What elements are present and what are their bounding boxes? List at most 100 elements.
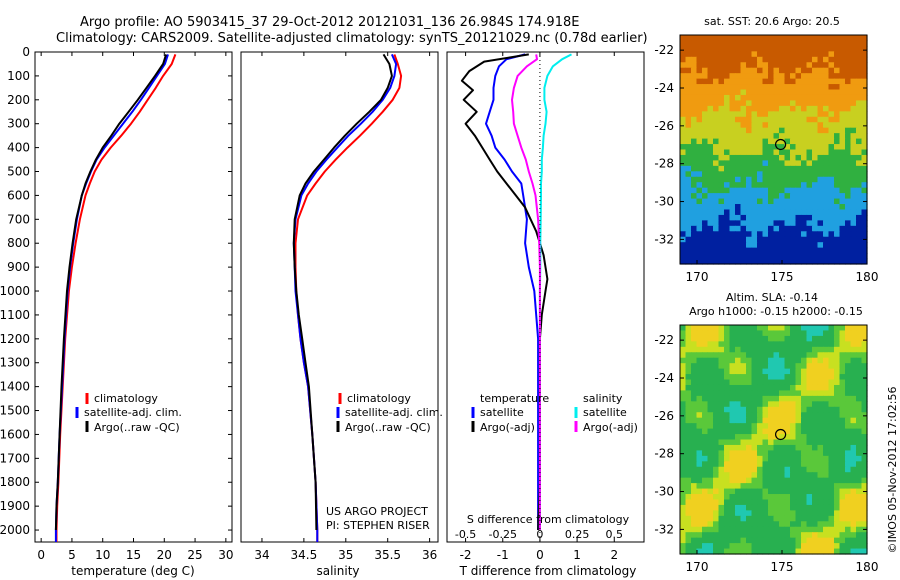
- map-cell: [680, 346, 687, 353]
- map-cell: [707, 417, 714, 424]
- map-cell: [795, 56, 802, 63]
- map-cell: [740, 214, 747, 221]
- x-tick-label: 34.5: [291, 548, 318, 562]
- map-cell: [817, 483, 824, 490]
- map-cell: [680, 220, 687, 227]
- map-cell: [856, 472, 863, 479]
- map-cell: [735, 220, 742, 227]
- map-cell: [784, 94, 791, 102]
- lat-tick-label: -30: [654, 485, 674, 499]
- map-cell: [685, 543, 692, 550]
- map-cell: [768, 62, 775, 69]
- map-cell: [757, 532, 764, 539]
- map-cell: [812, 133, 819, 140]
- map-cell: [691, 548, 698, 555]
- map-cell: [795, 417, 802, 424]
- map-cell: [795, 247, 802, 254]
- map-cell: [850, 455, 857, 462]
- map-cell: [784, 111, 791, 118]
- map-cell: [828, 94, 835, 102]
- map-cell: [845, 138, 852, 145]
- map-cell: [773, 204, 780, 211]
- map-cell: [801, 78, 808, 85]
- map-cell: [757, 521, 764, 528]
- map-cell: [817, 466, 824, 473]
- map-cell: [839, 363, 846, 370]
- map-cell: [768, 499, 775, 506]
- map-cell: [773, 100, 780, 107]
- map-cell: [845, 483, 852, 490]
- map-cell: [823, 466, 830, 473]
- map-cell: [861, 406, 868, 413]
- map-cell: [740, 149, 747, 156]
- map-cell: [729, 352, 736, 359]
- map-cell: [817, 242, 824, 249]
- map-cell: [828, 532, 835, 539]
- map-cell: [784, 390, 791, 397]
- map-cell: [691, 439, 698, 446]
- map-cell: [812, 73, 819, 80]
- map-cell: [724, 412, 731, 419]
- map-cell: [724, 176, 731, 183]
- map-cell: [718, 455, 725, 462]
- map-cell: [691, 236, 698, 243]
- map-cell: [839, 198, 846, 205]
- map-cell: [696, 133, 703, 140]
- map-cell: [828, 198, 835, 205]
- map-cell: [773, 548, 780, 555]
- map-cell: [751, 225, 758, 232]
- map-cell: [762, 204, 769, 211]
- map-cell: [795, 149, 802, 156]
- map-cell: [740, 423, 747, 430]
- map-cell: [685, 176, 692, 183]
- map-cell: [801, 494, 808, 501]
- map-cell: [729, 537, 736, 544]
- map-cell: [735, 434, 742, 441]
- map-cell: [856, 499, 863, 506]
- map-cell: [685, 78, 692, 85]
- map-cell: [812, 67, 819, 74]
- map-cell: [707, 412, 714, 419]
- map-cell: [746, 439, 753, 446]
- map-cell: [834, 357, 841, 364]
- map-cell: [746, 352, 753, 359]
- map-cell: [680, 455, 687, 462]
- map-cell: [718, 51, 725, 58]
- map-cell: [801, 537, 808, 544]
- map-cell: [828, 40, 835, 47]
- map-cell: [735, 133, 742, 140]
- map-cell: [850, 116, 857, 123]
- map-cell: [839, 428, 846, 435]
- lon-tick-label: 175: [771, 560, 794, 574]
- map-cell: [713, 154, 720, 161]
- difference-legend: temperature satellite Argo(-adj) salinit…: [471, 392, 638, 434]
- map-cell: [680, 401, 687, 408]
- map-cell: [702, 133, 709, 140]
- map-cell: [812, 499, 819, 506]
- map-cell: [740, 133, 747, 140]
- map-cell: [718, 160, 725, 167]
- map-cell: [740, 40, 747, 47]
- map-cell: [845, 439, 852, 446]
- map-cell: [707, 127, 714, 134]
- map-cell: [790, 406, 797, 413]
- map-cell: [696, 165, 703, 172]
- map-cell: [828, 494, 835, 501]
- map-cell: [696, 526, 703, 533]
- map-cell: [680, 384, 687, 392]
- map-cell: [751, 526, 758, 533]
- map-cell: [828, 510, 835, 517]
- map-cell: [856, 455, 863, 462]
- map-cell: [790, 225, 797, 232]
- map-cell: [823, 368, 830, 375]
- map-cell: [806, 35, 813, 42]
- map-cell: [724, 346, 731, 353]
- map-cell: [828, 499, 835, 506]
- map-cell: [856, 444, 863, 451]
- map-cell: [713, 499, 720, 506]
- map-cell: [784, 526, 791, 533]
- map-cell: [795, 537, 802, 544]
- map-cell: [839, 89, 846, 96]
- map-cell: [823, 242, 830, 249]
- map-cell: [801, 341, 808, 348]
